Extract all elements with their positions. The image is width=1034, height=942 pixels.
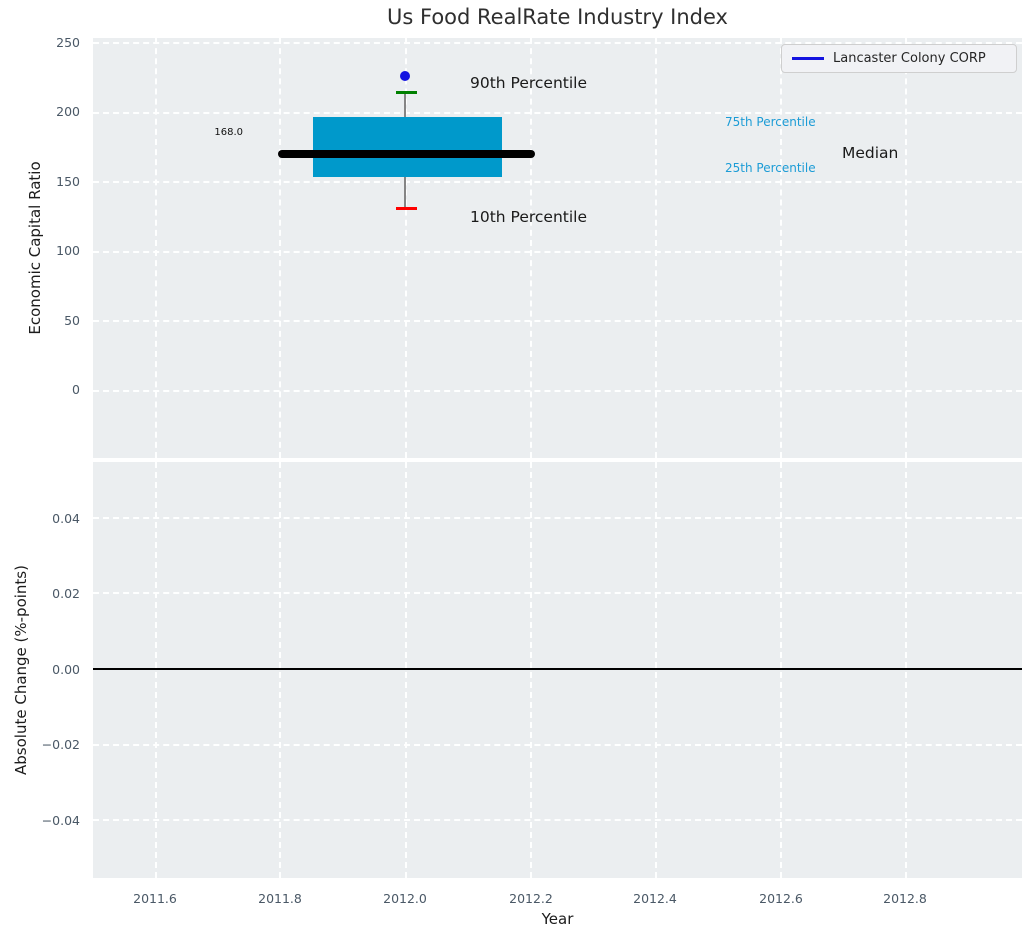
- gridline-h-002: [93, 592, 1022, 594]
- gridline-v-2012-8: [905, 38, 907, 458]
- gridline-v-2011-6: [155, 462, 157, 878]
- ytick-0: 0: [72, 382, 80, 397]
- gridline-h-50: [93, 320, 1022, 322]
- x-axis-label: Year: [541, 910, 574, 928]
- gridline-h-n004: [93, 819, 1022, 821]
- ytick-150: 150: [56, 174, 80, 189]
- annotation-75th-percentile: 75th Percentile: [725, 115, 816, 129]
- gridline-v-2012-4: [655, 462, 657, 878]
- legend: Lancaster Colony CORP: [781, 44, 1017, 73]
- gridline-v-2012-0: [405, 38, 407, 458]
- iqr-box: [313, 117, 502, 177]
- gridline-v-2011-8: [279, 38, 281, 458]
- ytick-0-04: 0.04: [52, 511, 80, 526]
- gridline-v-2012-6: [780, 462, 782, 878]
- zero-reference-line: [93, 668, 1022, 670]
- ytick-200: 200: [56, 104, 80, 119]
- ytick-50: 50: [64, 313, 80, 328]
- gridline-h-150: [93, 181, 1022, 183]
- gridline-v-2012-6: [780, 38, 782, 458]
- top-y-axis-label: Economic Capital Ratio: [26, 161, 44, 335]
- xtick-2012-4: 2012.4: [633, 891, 677, 906]
- ytick-n0-02: −0.02: [41, 737, 80, 752]
- p10-cap-marker: [396, 207, 417, 210]
- gridline-h-100: [93, 251, 1022, 253]
- chart-title: Us Food RealRate Industry Index: [387, 5, 728, 29]
- xtick-2012-6: 2012.6: [759, 891, 803, 906]
- ytick-0-02: 0.02: [52, 586, 80, 601]
- ytick-n0-04: −0.04: [41, 813, 80, 828]
- annotation-10th-percentile: 10th Percentile: [470, 208, 588, 226]
- company-point-marker: [400, 71, 410, 81]
- annotation-25th-percentile: 25th Percentile: [725, 161, 816, 175]
- gridline-h-004: [93, 517, 1022, 519]
- ytick-100: 100: [56, 243, 80, 258]
- gridline-v-2011-6: [155, 38, 157, 458]
- median-value-label: 168.0: [214, 127, 243, 138]
- p90-cap-marker: [396, 91, 417, 94]
- gridline-h-0: [93, 390, 1022, 392]
- xtick-2012-2: 2012.2: [509, 891, 553, 906]
- legend-line-sample: [792, 57, 824, 60]
- gridline-h-n002: [93, 744, 1022, 746]
- gridline-v-2012-2: [530, 462, 532, 878]
- gridline-v-2012-8: [905, 462, 907, 878]
- gridline-h-250: [93, 42, 1022, 44]
- annotation-90th-percentile: 90th Percentile: [470, 74, 588, 92]
- gridline-h-200: [93, 112, 1022, 114]
- gridline-v-2012-0: [405, 462, 407, 878]
- bottom-y-axis-label: Absolute Change (%-points): [12, 565, 30, 775]
- gridline-v-2012-4: [655, 38, 657, 458]
- top-plot-area: 168.0 90th Percentile 10th Percentile 75…: [93, 38, 1022, 458]
- legend-label: Lancaster Colony CORP: [833, 51, 986, 66]
- ytick-250: 250: [56, 35, 80, 50]
- gridline-v-2012-2: [530, 38, 532, 458]
- ytick-0-00: 0.00: [52, 662, 80, 677]
- xtick-2012-8: 2012.8: [883, 891, 927, 906]
- median-line: [278, 150, 535, 158]
- xtick-2012-0: 2012.0: [383, 891, 427, 906]
- xtick-2011-6: 2011.6: [133, 891, 177, 906]
- annotation-median: Median: [842, 144, 899, 162]
- xtick-2011-8: 2011.8: [258, 891, 302, 906]
- gridline-v-2011-8: [279, 462, 281, 878]
- bottom-plot-area: [93, 462, 1022, 878]
